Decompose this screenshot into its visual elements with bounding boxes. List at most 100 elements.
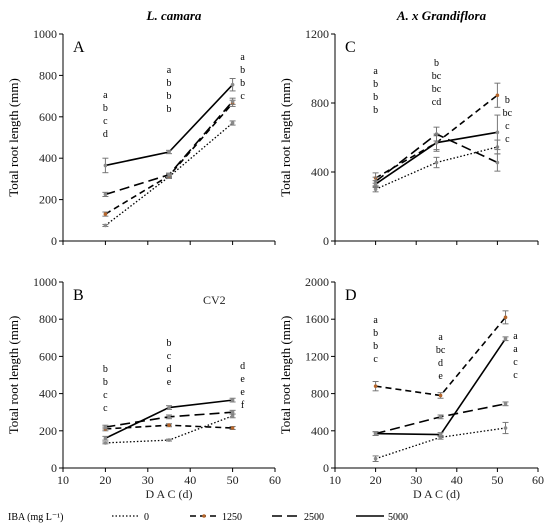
significance-letter: a	[167, 65, 172, 76]
data-point	[167, 415, 171, 419]
significance-letter: b	[373, 79, 378, 90]
significance-letter: b	[373, 105, 378, 116]
significance-letter: b	[103, 364, 108, 375]
significance-letter: a	[373, 66, 378, 77]
data-point	[103, 436, 108, 441]
x-axis-label: D A C (d)	[145, 487, 192, 501]
significance-letter: e	[240, 387, 245, 398]
panel-title: L. camara	[146, 8, 202, 23]
y-tick-label: 1600	[305, 312, 329, 326]
data-point	[503, 402, 508, 406]
significance-letter: c	[103, 116, 108, 127]
y-tick-label: 800	[311, 96, 329, 110]
y-tick-label: 400	[311, 165, 329, 179]
data-point	[230, 410, 235, 415]
significance-letter: b	[240, 65, 245, 76]
significance-letter: e	[240, 374, 245, 385]
y-tick-label: 600	[39, 110, 57, 124]
data-point	[230, 414, 235, 418]
data-point	[103, 441, 108, 445]
legend-label-1250: 1250	[222, 512, 242, 523]
x-tick-label: 10	[329, 473, 341, 487]
series-line-1250	[375, 316, 507, 397]
data-point	[373, 182, 378, 186]
significance-letter: d	[103, 129, 108, 140]
significance-letter: b	[103, 377, 108, 388]
significance-letter: b	[434, 58, 439, 69]
significance-letter: d	[167, 364, 172, 375]
data-point	[167, 405, 171, 410]
data-point	[167, 438, 171, 442]
significance-letter: b	[373, 341, 378, 352]
y-axis-label: Total root length (mm)	[278, 78, 293, 197]
x-tick-label: 40	[184, 473, 196, 487]
significance-letter: a	[240, 52, 245, 63]
data-point	[373, 187, 378, 192]
data-point	[503, 426, 508, 430]
y-axis-label: Total root length (mm)	[278, 316, 293, 435]
inset-text: CV2	[203, 293, 226, 307]
series-line-0	[375, 427, 506, 460]
x-tick-label: 30	[410, 473, 422, 487]
data-point	[103, 223, 108, 228]
significance-letter: c	[373, 354, 378, 365]
data-point	[438, 432, 443, 437]
x-tick-label: 10	[57, 473, 69, 487]
panel-b: 0 200 400 600 800 1000 10 20 30 40 50 60 Total root …	[6, 275, 281, 501]
data-point	[434, 160, 439, 165]
significance-letter: c	[505, 121, 510, 132]
significance-letter: cd	[432, 97, 441, 108]
x-tick-label: 50	[227, 473, 239, 487]
legend-marker	[202, 514, 206, 518]
significance-letter: e	[167, 377, 172, 388]
data-point	[434, 140, 439, 145]
significance-letter: b	[167, 91, 172, 102]
y-tick-label: 1000	[33, 275, 57, 289]
significance-letter: b	[505, 95, 510, 106]
significance-letter: b	[373, 92, 378, 103]
panel-label: B	[73, 287, 84, 304]
x-tick-label: 20	[370, 473, 382, 487]
significance-letter: a	[103, 90, 108, 101]
y-tick-label: 400	[311, 424, 329, 438]
y-tick-label: 800	[39, 312, 57, 326]
data-point	[503, 336, 508, 341]
x-tick-label: 60	[269, 473, 281, 487]
series-line-2500	[105, 100, 234, 196]
x-tick-label: 40	[451, 473, 463, 487]
data-point	[230, 426, 235, 430]
y-tick-label: 200	[39, 193, 57, 207]
y-tick-label: 0	[323, 461, 329, 475]
significance-letter: a	[438, 332, 443, 343]
significance-letter: b	[373, 328, 378, 339]
panel-label: C	[345, 39, 356, 56]
data-point	[230, 82, 235, 87]
y-tick-label: 400	[39, 151, 57, 165]
data-point	[103, 212, 108, 216]
data-point	[230, 99, 235, 104]
data-point	[373, 384, 378, 388]
y-tick-label: 400	[39, 387, 57, 401]
y-tick-label: 0	[51, 234, 57, 248]
legend-title: IBA (mg L⁻¹)	[8, 512, 64, 523]
legend: IBA (mg L⁻¹) 0 1250 2500 5000	[8, 512, 408, 523]
panel-title: A. x Grandiflora	[396, 8, 487, 23]
x-tick-label: 60	[532, 473, 544, 487]
significance-letter: b	[240, 78, 245, 89]
data-point	[103, 425, 108, 429]
significance-letter: bc	[436, 345, 446, 356]
significance-letter: a	[513, 331, 518, 342]
y-tick-label: 200	[39, 424, 57, 438]
significance-letter: c	[505, 134, 510, 145]
x-tick-label: 50	[491, 473, 503, 487]
data-point	[167, 172, 171, 177]
legend-label-2500: 2500	[304, 512, 324, 523]
panel-c: 0 400 800 1200 Total root length (mm) A. x Gr…	[278, 8, 539, 248]
y-tick-label: 0	[51, 461, 57, 475]
data-point	[103, 192, 108, 197]
x-tick-label: 30	[142, 473, 154, 487]
data-point	[438, 393, 443, 398]
y-tick-label: 1000	[33, 27, 57, 41]
data-point	[495, 130, 500, 135]
